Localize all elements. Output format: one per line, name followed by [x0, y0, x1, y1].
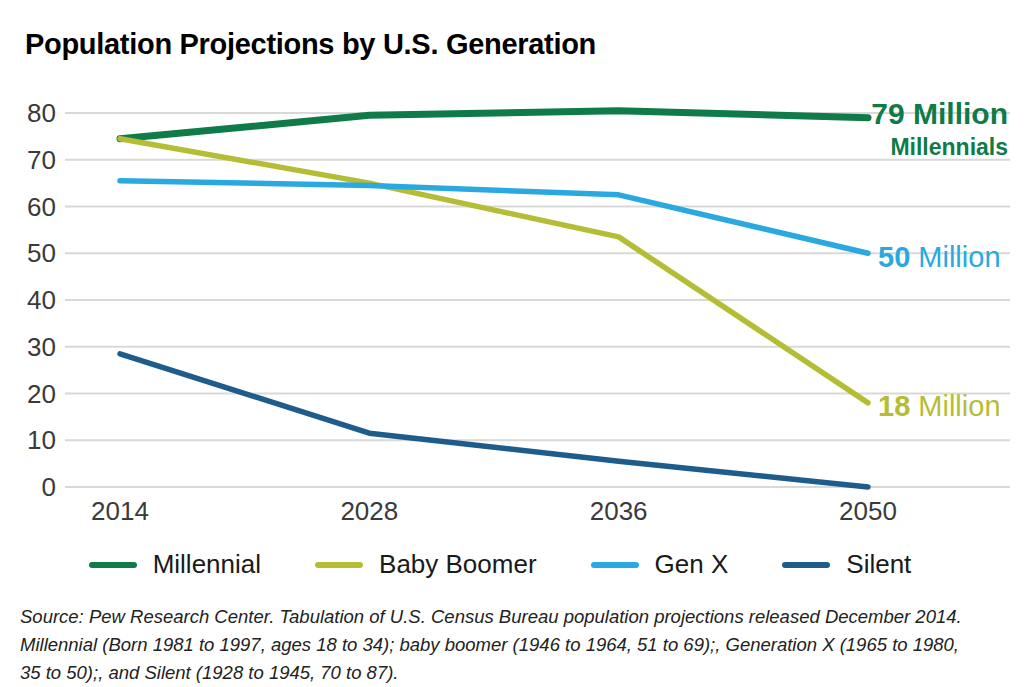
y-tick-label-50: 50 [27, 238, 56, 268]
legend-swatch-baby-boomer [315, 562, 363, 568]
chart-page: Population Projections by U.S. Generatio… [0, 0, 1024, 687]
y-tick-label-40: 40 [27, 285, 56, 315]
annotation-millennials-value: 79 Million [871, 97, 1008, 132]
annotation-millennials-label: Millennials [871, 134, 1008, 160]
x-tick-label-2050: 2050 [839, 496, 897, 526]
legend-item-baby-boomer: Baby Boomer [315, 549, 537, 580]
source-line-1: Source: Pew Research Center. Tabulation … [20, 603, 962, 631]
annotation-boomer-number: 18 [878, 390, 910, 422]
legend-swatch-silent [782, 562, 830, 568]
y-tick-label-20: 20 [27, 379, 56, 409]
legend-item-millennial: Millennial [89, 549, 261, 580]
annotation-boomer: 18 Million [878, 390, 1001, 423]
legend-label-baby-boomer: Baby Boomer [379, 549, 537, 580]
chart-legend: Millennial Baby Boomer Gen X Silent [0, 549, 1000, 580]
annotation-boomer-unit: Million [910, 390, 1000, 422]
legend-label-genx: Gen X [655, 549, 729, 580]
legend-swatch-millennial [89, 562, 137, 568]
y-tick-label-80: 80 [27, 98, 56, 128]
x-tick-label-2014: 2014 [91, 496, 149, 526]
annotation-millennials: 79 Million Millennials [871, 97, 1008, 160]
source-line-3: 35 to 50);, and Silent (1928 to 1945, 70… [20, 659, 962, 687]
annotation-genx: 50 Million [878, 241, 1001, 274]
series-line-baby-boomer [120, 139, 868, 403]
y-tick-label-10: 10 [27, 425, 56, 455]
annotation-genx-unit: Million [910, 241, 1000, 273]
legend-item-genx: Gen X [591, 549, 729, 580]
legend-swatch-genx [591, 562, 639, 568]
series-line-gen-x [120, 181, 868, 253]
y-tick-label-60: 60 [27, 192, 56, 222]
source-line-2: Millennial (Born 1981 to 1997, ages 18 t… [20, 631, 962, 659]
y-tick-label-0: 0 [42, 472, 56, 502]
chart-title: Population Projections by U.S. Generatio… [25, 28, 596, 61]
legend-label-silent: Silent [846, 549, 911, 580]
legend-item-silent: Silent [782, 549, 911, 580]
legend-label-millennial: Millennial [153, 549, 261, 580]
y-tick-label-30: 30 [27, 332, 56, 362]
annotation-genx-number: 50 [878, 241, 910, 273]
y-tick-label-70: 70 [27, 145, 56, 175]
series-line-millennial [120, 111, 868, 139]
series-line-silent [120, 354, 868, 487]
x-tick-label-2028: 2028 [340, 496, 398, 526]
x-tick-label-2036: 2036 [590, 496, 648, 526]
source-note: Source: Pew Research Center. Tabulation … [20, 603, 962, 687]
